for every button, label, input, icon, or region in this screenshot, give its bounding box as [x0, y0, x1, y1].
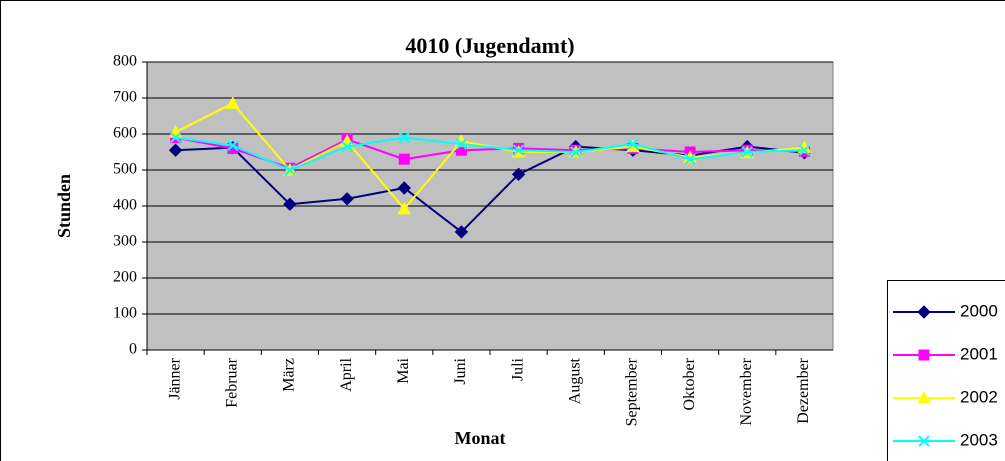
x-tick-label: November — [738, 357, 755, 425]
y-tick-label: 300 — [113, 233, 137, 250]
series-line — [175, 145, 805, 234]
data-point — [798, 144, 811, 156]
data-point — [397, 181, 411, 195]
data-point — [454, 225, 469, 239]
data-point — [225, 96, 240, 109]
x-tick-label: Oktober — [681, 357, 698, 410]
data-point — [570, 146, 582, 158]
data-point — [340, 192, 354, 206]
data-point — [398, 153, 410, 165]
x-tick-label: Juli — [509, 357, 526, 381]
x-tick-label: September — [624, 357, 641, 426]
data-point — [397, 201, 412, 215]
y-tick-label: 800 — [113, 53, 137, 70]
data-point — [512, 144, 525, 156]
data-point — [627, 138, 639, 150]
data-point — [398, 131, 410, 144]
legend-marker — [917, 305, 931, 319]
y-tick-label: 700 — [113, 89, 137, 106]
y-tick-label: 400 — [113, 197, 137, 214]
data-point — [341, 140, 353, 153]
data-point — [168, 143, 183, 157]
y-tick-label: 600 — [113, 125, 137, 142]
x-tick-label: Jänner — [166, 357, 183, 399]
y-tick-label: 0 — [129, 341, 137, 358]
y-tick-label: 100 — [113, 305, 137, 322]
x-axis-label: Monat — [455, 428, 506, 448]
legend-marker — [918, 435, 930, 447]
legend-marker — [918, 349, 930, 361]
legend-marker — [917, 390, 931, 404]
x-tick-label: März — [281, 358, 298, 392]
data-point — [741, 146, 753, 158]
data-point — [227, 139, 239, 152]
legend-label: 2002 — [960, 387, 998, 406]
legend-label: 2000 — [960, 301, 998, 320]
x-tick-label: August — [566, 357, 583, 404]
x-tick-label: Dezember — [795, 357, 812, 423]
legend-label: 2003 — [960, 430, 998, 449]
x-tick-label: Juni — [452, 357, 469, 384]
data-point — [684, 153, 696, 165]
data-point — [511, 167, 526, 182]
y-tick-label: 500 — [113, 161, 137, 178]
y-tick-label: 200 — [113, 269, 137, 286]
data-point — [169, 131, 182, 144]
chart-title: 4010 (Jugendamt) — [405, 33, 574, 58]
data-point — [284, 164, 296, 176]
series-line — [175, 136, 805, 172]
x-tick-label: April — [338, 357, 355, 391]
data-point — [455, 138, 468, 150]
data-point — [283, 197, 297, 211]
legend-box — [887, 280, 1005, 461]
x-tick-label: Mai — [395, 357, 412, 383]
y-axis-label: Stunden — [54, 174, 74, 238]
legend-label: 2001 — [960, 344, 998, 363]
x-tick-label: Februar — [223, 357, 240, 407]
